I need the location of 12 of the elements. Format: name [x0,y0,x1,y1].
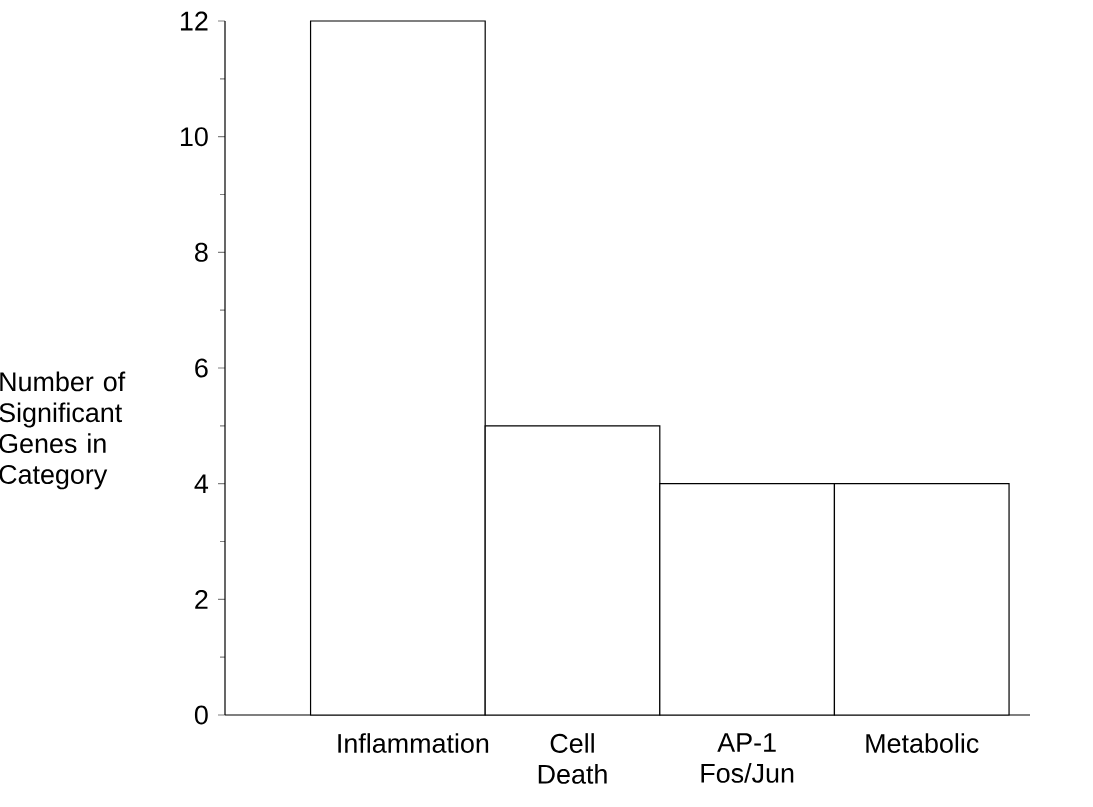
y-tick-label: 10 [180,127,208,147]
y-tick-label: 0 [194,705,208,725]
x-tick-label: Inflammation [338,733,489,753]
y-tick-label: 4 [194,474,209,493]
y-tick-label: 12 [180,11,208,31]
y-tick-label: 8 [195,242,208,262]
x-tick-label: AP-1 Fos/Jun [701,733,794,783]
y-tick-label: 2 [195,589,208,609]
y-tick-label: 6 [195,358,208,378]
x-tick-label: Metabolic [866,733,979,753]
y-axis-title: Number of Significant Genes in Category [0,371,126,490]
x-tick-label: Cell Death [538,733,607,784]
